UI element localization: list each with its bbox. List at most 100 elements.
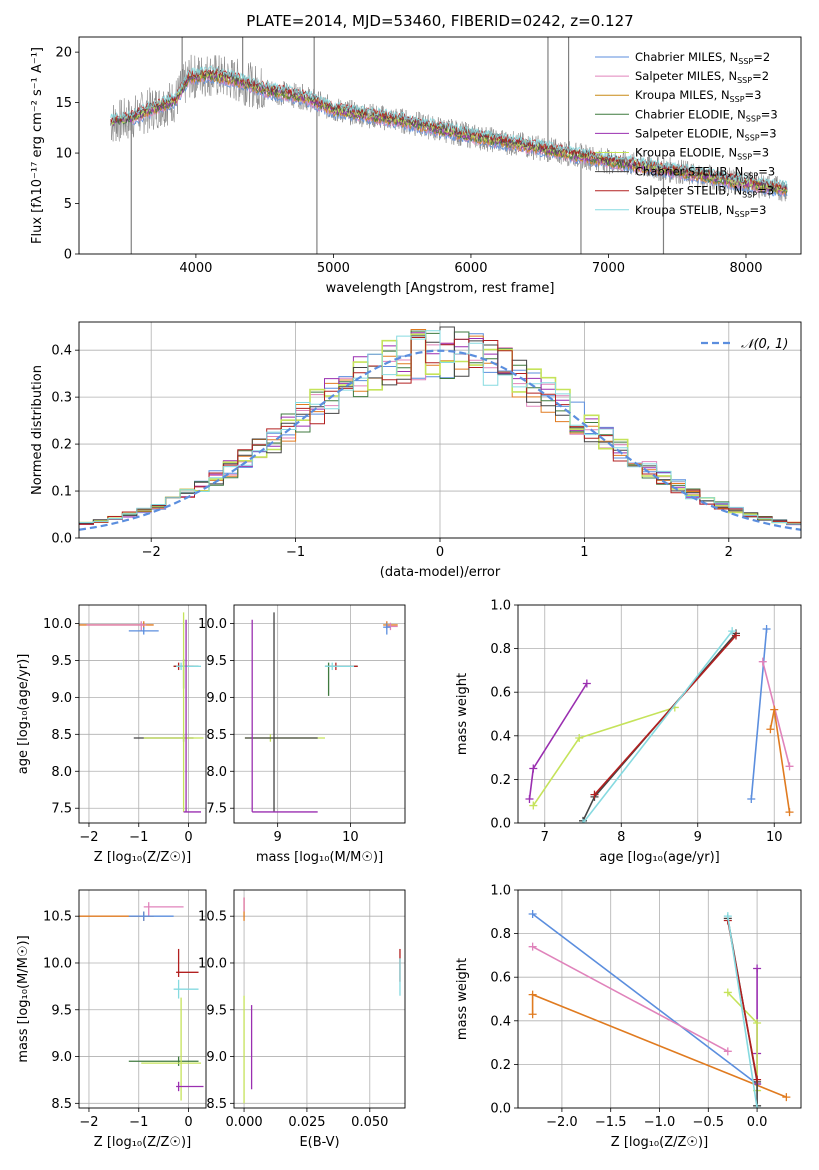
series-marker xyxy=(782,1093,791,1102)
errorbar-point xyxy=(143,902,184,917)
y-tick-label: 8.5 xyxy=(51,728,72,743)
y-tick-label: 9.0 xyxy=(206,691,227,706)
y-tick-label: 8.0 xyxy=(206,765,227,780)
series-marker xyxy=(528,1010,537,1019)
x-tick-label: −1.5 xyxy=(595,1115,627,1130)
legend-entry: Kroupa ELODIE, NSSP=3 xyxy=(635,146,769,162)
series-marker xyxy=(728,627,737,636)
errorbar-point xyxy=(183,619,202,813)
errorbar-point xyxy=(244,612,318,812)
errorbar-point xyxy=(251,619,318,813)
series-marker xyxy=(753,1018,762,1027)
series-marker xyxy=(753,964,762,973)
series-line xyxy=(532,706,676,807)
y-tick-label: 9.0 xyxy=(51,1050,72,1065)
series-marker xyxy=(579,819,588,823)
weight-vs-age-frame xyxy=(517,604,802,824)
errorbar-point xyxy=(173,979,199,999)
y-tick-label: 0.0 xyxy=(490,1102,511,1117)
age-vs-mass-points xyxy=(244,612,398,813)
series-marker xyxy=(753,1104,762,1108)
legend-entry: Chabrier MILES, NSSP=2 xyxy=(635,50,770,66)
y-tick-label: 20 xyxy=(55,46,72,61)
x-tick-label: −2 xyxy=(142,545,161,560)
x-tick-label: 0.025 xyxy=(288,1115,325,1130)
x-tick-label: 9 xyxy=(274,830,282,845)
errorbar-point xyxy=(176,1081,204,1092)
page-title: PLATE=2014, MJD=53460, FIBERID=0242, z=0… xyxy=(246,12,634,30)
weight-vs-z-frame xyxy=(517,889,802,1109)
age-vs-z-points xyxy=(79,612,204,813)
errorbar-point xyxy=(141,997,202,1101)
y-tick-label: 5 xyxy=(64,197,72,212)
x-tick-label: 10 xyxy=(766,830,783,845)
y-tick-label: 0.2 xyxy=(51,438,72,453)
legend-entry: 𝒩(0, 1) xyxy=(741,337,788,352)
age-vs-mass-frame xyxy=(233,604,406,824)
x-tick-label: −0.5 xyxy=(693,1115,725,1130)
y-tick-label: 9.0 xyxy=(51,691,72,706)
y-tick-label: 9.5 xyxy=(206,654,227,669)
series-line xyxy=(762,661,791,767)
series-marker xyxy=(723,988,732,997)
y-tick-label: 0.1 xyxy=(51,485,72,500)
series-line xyxy=(532,913,758,1085)
y-tick-label: 10.0 xyxy=(198,956,227,971)
y-tick-label: 0.8 xyxy=(490,642,511,657)
legend-entry: Salpeter MILES, NSSP=2 xyxy=(635,69,769,85)
y-axis-label: mass [log₁₀(M/M☉)] xyxy=(16,935,31,1062)
y-tick-label: 7.5 xyxy=(51,802,72,817)
errorbar-point xyxy=(128,627,159,635)
legend-entry: Salpeter STELIB, NSSP=3 xyxy=(635,184,774,200)
residual-legend: 𝒩(0, 1) xyxy=(701,337,788,352)
y-tick-label: 0.6 xyxy=(490,971,511,986)
y-tick-label: 0.8 xyxy=(490,927,511,942)
y-tick-label: 0.2 xyxy=(490,773,511,788)
y-tick-label: 8.5 xyxy=(206,1097,227,1112)
x-axis-label: age [log₁₀(age/yr)] xyxy=(599,850,720,865)
y-tick-label: 0.6 xyxy=(490,686,511,701)
y-tick-label: 10 xyxy=(55,147,72,162)
y-tick-label: 9.5 xyxy=(51,1003,72,1018)
x-axis-label: Z [log₁₀(Z/Z☉)] xyxy=(94,1135,191,1150)
age-vs-mass-axes: 9 10 7.5 8.0 8.5 9.0 9.5 10.0 mass [log₁₀(M/M☉)] xyxy=(198,605,405,865)
series-marker xyxy=(528,909,537,918)
y-axis-label: Normed distribution xyxy=(30,365,45,495)
series-marker xyxy=(528,942,537,951)
x-tick-label: 0.0 xyxy=(747,1115,768,1130)
y-tick-label: 10.5 xyxy=(198,910,227,925)
y-tick-label: 0.4 xyxy=(490,1014,511,1029)
x-axis-label: E(B-V) xyxy=(299,1135,339,1150)
x-tick-label: 4000 xyxy=(179,261,212,276)
series-line xyxy=(593,634,737,796)
series-marker xyxy=(723,912,732,921)
normal-curve xyxy=(79,349,801,531)
y-tick-label: 9.0 xyxy=(206,1050,227,1065)
series-marker xyxy=(731,631,740,640)
x-tick-label: 10 xyxy=(342,830,359,845)
series-marker xyxy=(582,679,591,688)
y-tick-label: 15 xyxy=(55,96,72,111)
y-tick-label: 8.0 xyxy=(51,765,72,780)
mass-vs-z-frame xyxy=(78,889,207,1109)
series-line xyxy=(532,945,729,1053)
y-tick-label: 0.2 xyxy=(490,1058,511,1073)
x-tick-label: 7 xyxy=(541,830,549,845)
x-axis-label: (data-model)/error xyxy=(380,565,501,580)
errorbar-point xyxy=(176,948,199,978)
y-tick-label: 10.5 xyxy=(43,910,72,925)
y-axis-label: Flux [fλ10⁻¹⁷ erg cm⁻² s⁻¹ A⁻¹] xyxy=(30,47,45,244)
y-tick-label: 8.5 xyxy=(51,1097,72,1112)
x-tick-label: 1 xyxy=(580,545,588,560)
y-tick-label: 0.4 xyxy=(490,729,511,744)
model-spectrum-kroupa_stelib xyxy=(110,65,788,189)
x-axis-label: mass [log₁₀(M/M☉)] xyxy=(256,850,383,865)
y-tick-label: 0.0 xyxy=(490,817,511,832)
spectrum-frame xyxy=(78,36,802,255)
x-tick-label: 6000 xyxy=(454,261,487,276)
mass-vs-ebv-axes: 0.000 0.025 0.050 8.5 9.0 9.5 10.0 10.5 E(B-V) xyxy=(198,890,405,1150)
series-marker xyxy=(770,705,779,714)
series-marker xyxy=(525,795,534,804)
series-line xyxy=(528,683,588,800)
mass-vs-ebv-points xyxy=(243,897,401,1104)
